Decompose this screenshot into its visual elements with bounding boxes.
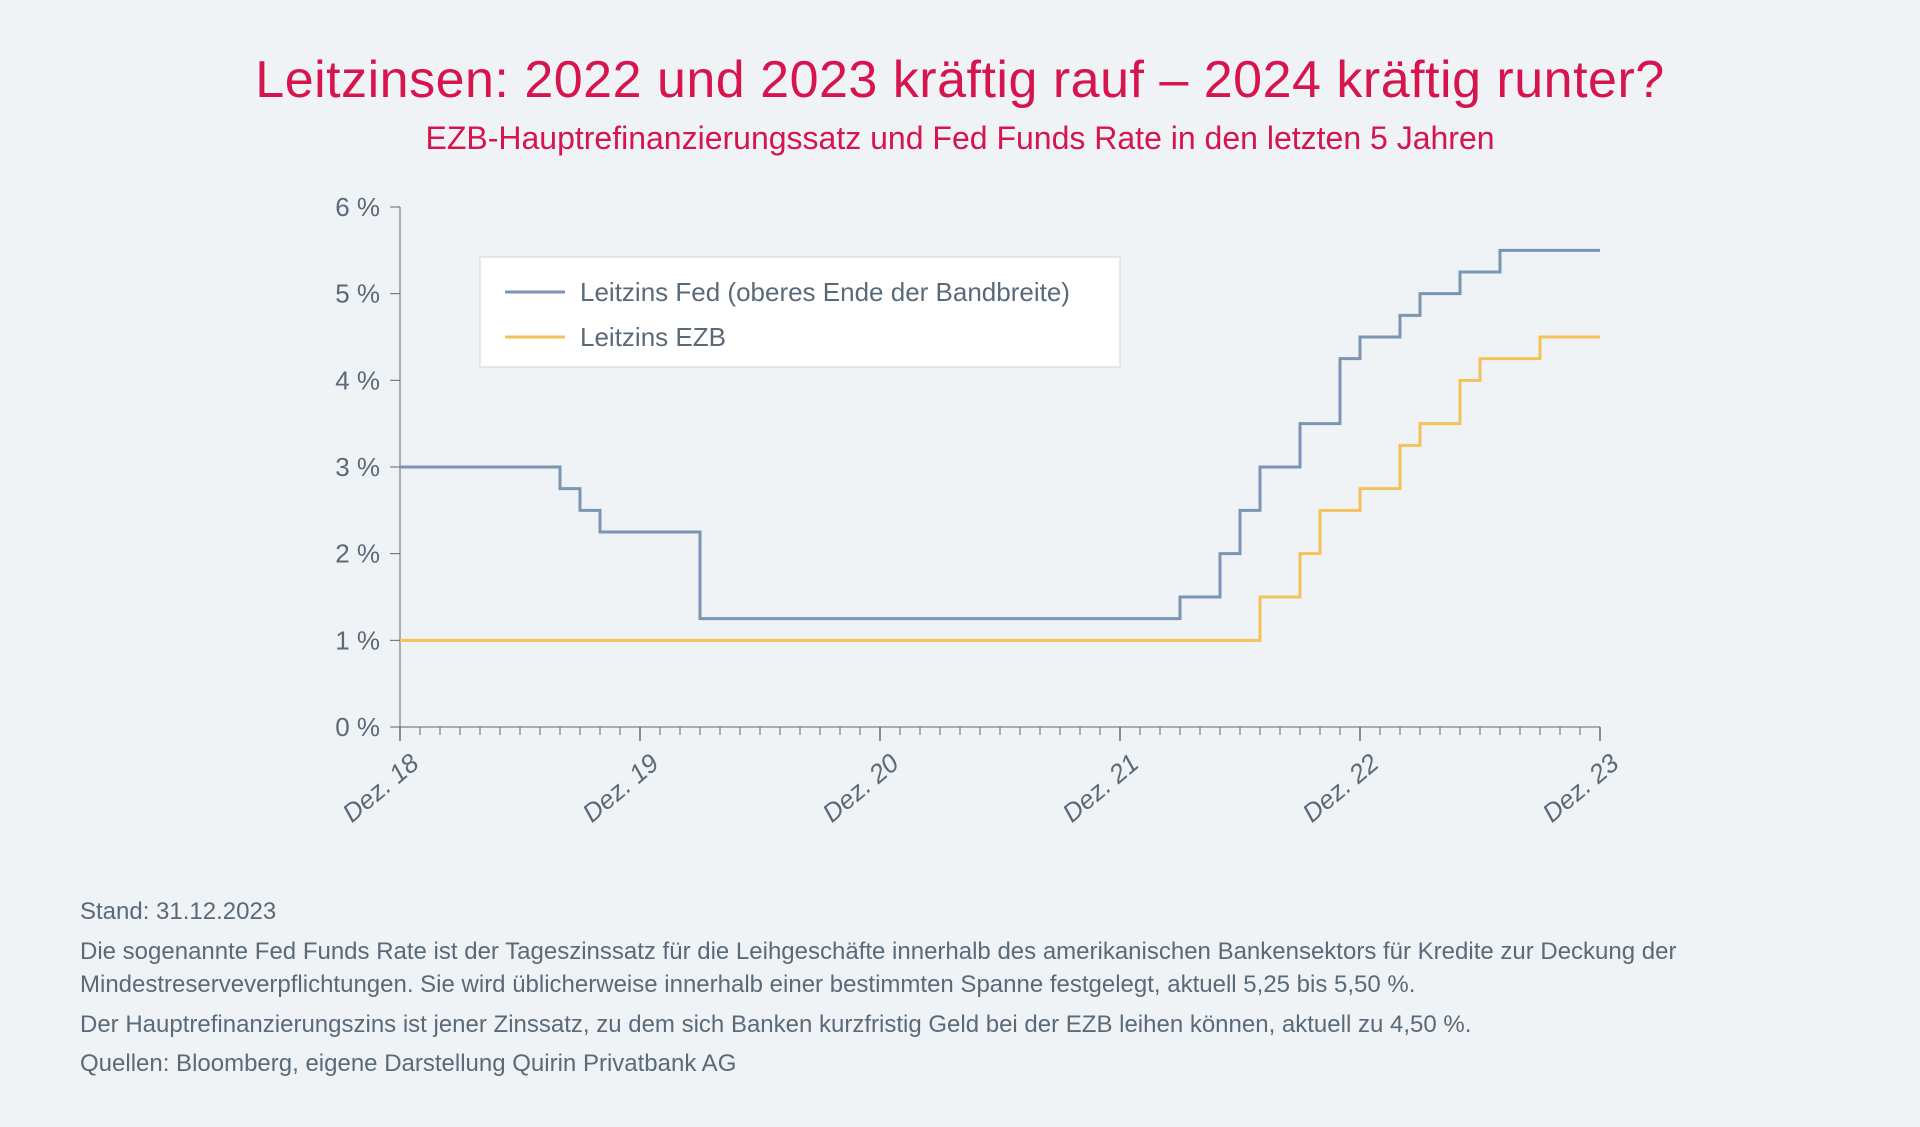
chart-title: Leitzinsen: 2022 und 2023 kräftig rauf –…: [80, 50, 1840, 110]
legend-label: Leitzins EZB: [580, 322, 726, 352]
x-tick-label: Dez. 20: [816, 747, 904, 828]
chart-svg: 0 % 1 % 2 % 3 % 4 % 5 % 6 % Dez. 18 Dez. 19 Dez. …: [260, 187, 1660, 887]
x-tick-label: Dez. 21: [1056, 748, 1144, 829]
y-tick-label: 0 %: [335, 712, 380, 742]
x-tick-label: Dez. 19: [576, 748, 664, 829]
footer-para1: Die sogenannte Fed Funds Rate ist der Ta…: [80, 935, 1840, 1002]
page: Leitzinsen: 2022 und 2023 kräftig rauf –…: [0, 0, 1920, 1127]
y-tick-label: 2 %: [335, 539, 380, 569]
x-tick-label: Dez. 23: [1536, 747, 1624, 828]
y-tick-label: 4 %: [335, 365, 380, 395]
legend-box: [480, 257, 1120, 367]
footer-notes: Stand: 31.12.2023 Die sogenannte Fed Fun…: [80, 889, 1840, 1087]
x-tick-label: Dez. 18: [336, 747, 424, 828]
footer-para3: Quellen: Bloomberg, eigene Darstellung Q…: [80, 1047, 1840, 1081]
footer-date: Stand: 31.12.2023: [80, 895, 1840, 929]
y-tick-label: 5 %: [335, 279, 380, 309]
legend-label: Leitzins Fed (oberes Ende der Bandbreite…: [580, 277, 1070, 307]
y-tick-label: 6 %: [335, 192, 380, 222]
chart-subtitle: EZB-Hauptrefinanzierungssatz und Fed Fun…: [80, 120, 1840, 157]
chart-container: 0 % 1 % 2 % 3 % 4 % 5 % 6 % Dez. 18 Dez. 19 Dez. …: [260, 187, 1660, 887]
footer-para2: Der Hauptrefinanzierungszins ist jener Z…: [80, 1008, 1840, 1042]
x-tick-label: Dez. 22: [1296, 747, 1384, 828]
y-tick-label: 1 %: [335, 625, 380, 655]
y-tick-label: 3 %: [335, 452, 380, 482]
